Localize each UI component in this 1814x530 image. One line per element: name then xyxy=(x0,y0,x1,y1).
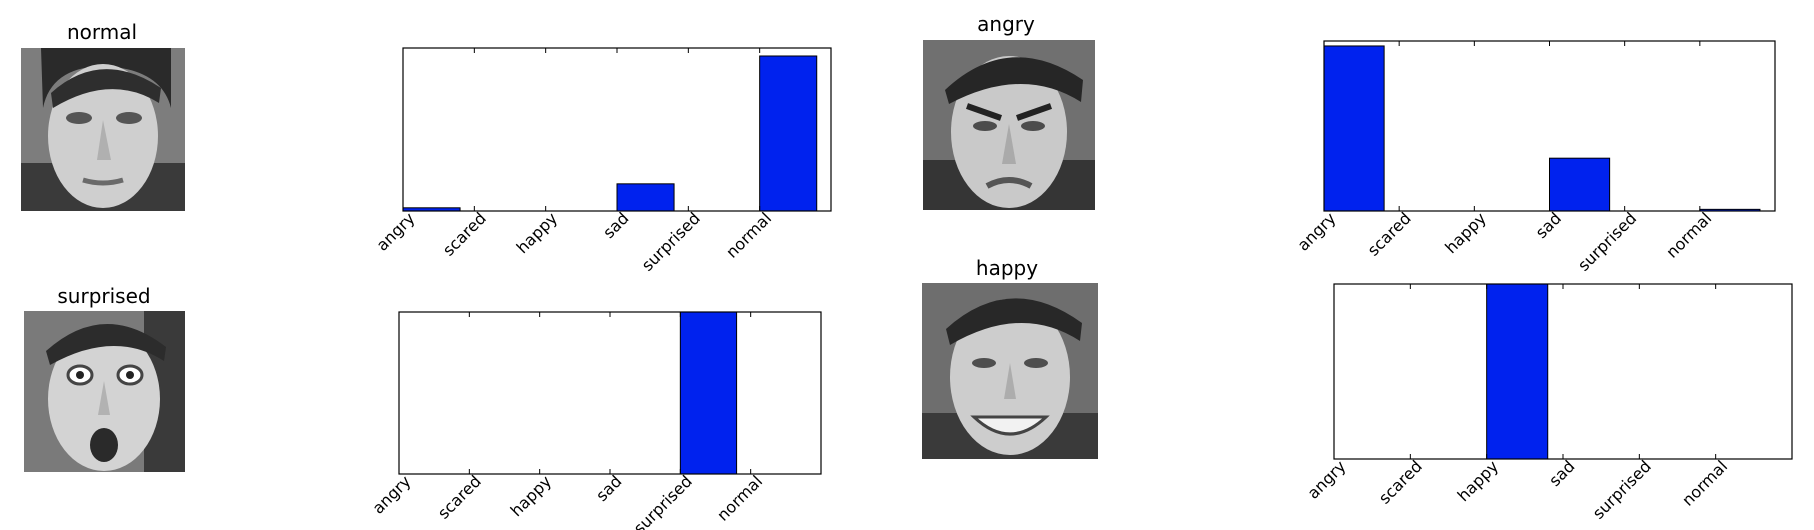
face-image-normal xyxy=(21,48,185,211)
tick-label-scared: scared xyxy=(1375,457,1426,508)
bar-normal xyxy=(759,55,818,212)
tick-label-angry: angry xyxy=(1293,209,1339,255)
tick-label-angry: angry xyxy=(1303,457,1349,503)
chart-3: angry scared happy sad surprised normal xyxy=(1303,283,1793,523)
tick-label-angry: angry xyxy=(368,472,414,518)
plot-frame xyxy=(1333,283,1793,460)
bar-sad xyxy=(1549,157,1611,212)
bar-surprised xyxy=(679,311,738,475)
tick-label-normal: normal xyxy=(713,472,766,525)
tick-label-surprised: surprised xyxy=(1574,209,1640,275)
chart-2: angry scared happy sad surprised normal xyxy=(368,311,822,530)
tick-label-happy: happy xyxy=(1454,457,1503,506)
tick-label-sad: sad xyxy=(1545,457,1578,490)
tick-label-normal: normal xyxy=(722,209,775,262)
chart-1: angry scared happy sad surprised normal xyxy=(1293,40,1776,275)
panel-title-surprised: surprised xyxy=(57,284,151,308)
chart-0: angry scared happy sad surprised normal xyxy=(372,47,832,275)
tick-label-happy: happy xyxy=(507,472,556,521)
plot-frame xyxy=(398,311,822,475)
bar-angry xyxy=(1323,45,1385,212)
tick-label-surprised: surprised xyxy=(638,209,704,275)
tick-label-scared: scared xyxy=(1364,209,1415,260)
panel-title-happy: happy xyxy=(975,256,1039,280)
tick-label-sad: sad xyxy=(592,472,625,505)
face-image-angry xyxy=(923,40,1095,210)
face-image-happy xyxy=(922,283,1098,459)
panel-title-normal: normal xyxy=(66,20,138,44)
tick-label-sad: sad xyxy=(599,209,632,242)
bar-happy xyxy=(1486,283,1549,460)
tick-label-sad: sad xyxy=(1532,209,1565,242)
face-image-surprised xyxy=(24,311,185,472)
tick-label-scared: scared xyxy=(434,472,485,523)
tick-label-normal: normal xyxy=(1678,457,1731,510)
bar-sad xyxy=(616,183,675,212)
tick-label-scared: scared xyxy=(439,209,490,260)
tick-label-happy: happy xyxy=(513,209,562,258)
tick-label-angry: angry xyxy=(372,209,418,255)
tick-label-surprised: surprised xyxy=(1589,457,1655,523)
panel-title-angry: angry xyxy=(977,12,1035,36)
tick-label-happy: happy xyxy=(1441,209,1490,258)
tick-label-normal: normal xyxy=(1662,209,1715,262)
tick-label-surprised: surprised xyxy=(630,472,696,530)
